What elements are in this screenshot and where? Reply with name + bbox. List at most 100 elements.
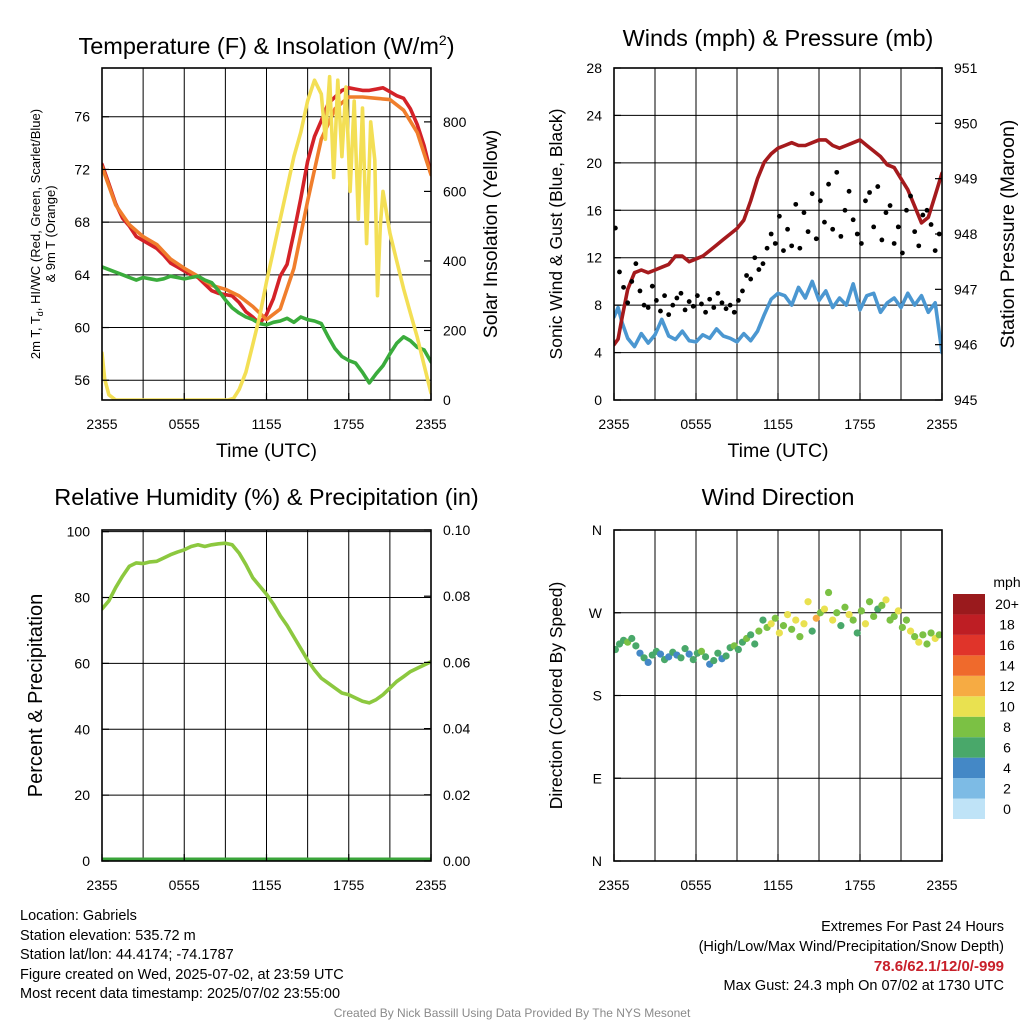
- legend-swatch: [953, 798, 985, 819]
- legend-swatch: [953, 614, 985, 635]
- x-tick-label: 1755: [844, 877, 875, 893]
- x-axis-label: Time (UTC): [216, 440, 317, 462]
- y-right-tick-label: 0.02: [443, 787, 470, 803]
- legend-swatch: [953, 757, 985, 779]
- gust-point: [764, 245, 770, 251]
- gust-point: [879, 237, 885, 243]
- wind-direction-point: [894, 607, 902, 615]
- wind-direction-point: [792, 616, 800, 624]
- gust-point: [776, 213, 782, 219]
- legend-label: 8: [1003, 719, 1011, 735]
- wind-direction-point: [824, 588, 833, 597]
- legend-label: 18: [999, 617, 1015, 633]
- wind-direction-point: [870, 612, 878, 621]
- x-tick-label: 1155: [763, 877, 793, 893]
- gust-point: [711, 305, 717, 310]
- station-info: Location: Gabriels Station elevation: 53…: [20, 907, 344, 1005]
- gust-point: [809, 191, 815, 197]
- wind-direction-point: [640, 654, 648, 662]
- gust-point: [633, 261, 639, 267]
- series-line: [102, 541, 431, 705]
- series-line: [102, 86, 431, 326]
- wind-direction-point: [812, 614, 820, 622]
- gust-point: [842, 207, 848, 213]
- gust-point: [850, 217, 856, 223]
- wind-direction-point: [898, 623, 906, 632]
- legend-label: 16: [999, 637, 1015, 653]
- gust-point: [834, 169, 840, 175]
- wind-direction-point: [820, 605, 829, 613]
- gust-point: [781, 248, 786, 254]
- wind-direction-point: [614, 645, 619, 654]
- y-right-tick-label: 0.06: [443, 654, 470, 670]
- gust-point: [785, 226, 790, 232]
- y-tick-label: 56: [74, 372, 90, 388]
- gust-point: [662, 293, 667, 299]
- gust-point: [752, 255, 758, 261]
- series-line: [102, 95, 431, 322]
- wind-direction-point: [878, 601, 886, 609]
- elevation-text: Station elevation: 535.72 m: [20, 927, 196, 944]
- gust-point: [797, 245, 803, 251]
- y-tick-label: 76: [74, 109, 90, 125]
- wind-direction-point: [890, 612, 898, 621]
- legend-swatch: [953, 594, 985, 615]
- wind-direction-point: [636, 649, 644, 657]
- wind-direction-point: [902, 616, 911, 624]
- wind-direction-point: [685, 650, 693, 658]
- wind-direction-point: [857, 607, 865, 615]
- series-line: [614, 138, 942, 347]
- legend-label: 2: [1003, 780, 1011, 796]
- y-right-tick-label: 947: [954, 281, 978, 297]
- wind-direction-point: [771, 614, 779, 622]
- gust-point: [772, 241, 778, 246]
- y-axis-label: 2m T, Td, HI/WC (Red, Green, Scarlet/Blu…: [28, 109, 45, 359]
- gust-point: [908, 193, 913, 199]
- legend-swatch: [953, 675, 985, 697]
- series-line: [102, 74, 431, 400]
- panel-title: Wind Direction: [702, 484, 855, 510]
- gust-point: [614, 225, 618, 231]
- y-right-tick-label: 400: [443, 253, 467, 269]
- y-tick-label: S: [593, 688, 602, 704]
- y-right-tick-label: 0.08: [443, 588, 470, 604]
- location-text: Location: Gabriels: [20, 908, 137, 924]
- y-tick-label: 0: [82, 853, 90, 869]
- x-axis-label: Time (UTC): [727, 440, 828, 462]
- y-tick-label: 60: [74, 655, 90, 671]
- series-line: [614, 279, 942, 355]
- y-tick-label: 40: [74, 721, 90, 737]
- gust-point: [629, 279, 635, 284]
- gust-point: [854, 231, 860, 237]
- wind-direction-point: [935, 631, 942, 639]
- y-right-tick-label: 949: [954, 171, 978, 187]
- series-layer: [102, 74, 431, 400]
- legend-label: 0: [1003, 801, 1011, 817]
- wind-direction-point: [853, 629, 861, 637]
- gust-point: [719, 300, 725, 306]
- gust-point: [621, 284, 626, 290]
- series-layer: [614, 588, 942, 668]
- gust-point: [694, 293, 700, 299]
- wind-direction-panel: Wind Direction 2355 0555 1155 1755 2355 N E S W N D…: [546, 484, 1021, 893]
- recent-data-text: Most recent data timestamp: 2025/07/02 2…: [20, 986, 341, 1003]
- y-tick-label: 28: [586, 60, 602, 76]
- wind-direction-point: [734, 645, 742, 654]
- wind-direction-point: [656, 650, 665, 658]
- wind-direction-point: [882, 596, 890, 604]
- x-tick-label: 1155: [763, 416, 793, 432]
- gust-point: [904, 207, 909, 213]
- gust-point: [858, 241, 864, 246]
- gust-point: [756, 267, 762, 272]
- gust-point: [899, 250, 905, 256]
- legend-label: 6: [1003, 739, 1011, 755]
- wind-direction-point: [632, 642, 640, 650]
- y-tick-label: 20: [586, 155, 602, 171]
- series-line: [102, 265, 431, 385]
- y-tick-label: N: [592, 853, 602, 869]
- wind-direction-point: [767, 620, 775, 628]
- y-right-tick-label: 0.00: [443, 853, 470, 869]
- wind-direction-point: [665, 653, 673, 661]
- x-tick-label: 0555: [680, 877, 711, 893]
- wind-direction-point: [759, 616, 767, 624]
